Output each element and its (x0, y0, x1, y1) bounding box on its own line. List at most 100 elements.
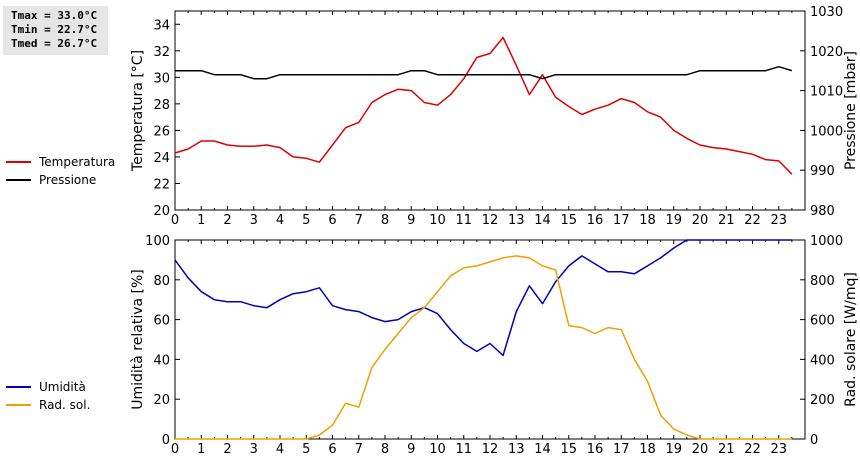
x-tick-label-bottom: 2 (223, 442, 231, 457)
y-left-tick-label-top: 28 (153, 98, 170, 113)
x-tick-label-top: 0 (171, 213, 179, 228)
plot-frame-top (174, 10, 806, 211)
x-tick-label-top: 17 (613, 213, 630, 228)
x-tick-label-top: 8 (381, 213, 389, 228)
x-tick-label-bottom: 5 (302, 442, 310, 457)
x-tick-label-bottom: 21 (718, 442, 735, 457)
x-tick-label-top: 1 (197, 213, 205, 228)
y-right-tick-label-top: 1020 (810, 45, 843, 60)
x-tick-label-bottom: 13 (508, 442, 525, 457)
x-tick-label-bottom: 0 (171, 442, 179, 457)
x-tick-label-top: 23 (770, 213, 787, 228)
x-tick-label-bottom: 16 (587, 442, 604, 457)
plot-frame-bottom (174, 239, 806, 440)
y-right-tick-label-bottom: 800 (810, 274, 835, 289)
x-tick-label-bottom: 11 (455, 442, 472, 457)
y-left-tick-label-bottom: 100 (145, 234, 170, 249)
y-left-tick-label-top: 20 (153, 204, 170, 219)
x-tick-label-bottom: 15 (560, 442, 577, 457)
legend-bottom: Umidità Rad. sol. (6, 378, 90, 414)
legend-swatch-pressione (6, 179, 31, 181)
y-left-tick-label-top: 22 (153, 177, 170, 192)
legend-item-umidita: Umidità (6, 378, 90, 396)
y-right-tick-label-top: 980 (810, 204, 835, 219)
y-right-tick-label-bottom: 400 (810, 353, 835, 368)
x-tick-label-top: 10 (429, 213, 446, 228)
x-tick-label-bottom: 23 (770, 442, 787, 457)
x-tick-label-top: 7 (355, 213, 363, 228)
legend-swatch-rad-sol (6, 404, 31, 406)
x-tick-label-top: 3 (250, 213, 258, 228)
x-tick-label-bottom: 14 (534, 442, 551, 457)
x-tick-label-top: 9 (407, 213, 415, 228)
y-left-tick-label-top: 26 (153, 124, 170, 139)
y-left-tick-label-bottom: 40 (153, 353, 170, 368)
legend-label-rad-sol: Rad. sol. (39, 398, 91, 412)
y-right-tick-label-bottom: 200 (810, 393, 835, 408)
y-left-tick-label-bottom: 60 (153, 314, 170, 329)
y-right-axis-label-top: Pressione [mbar] (843, 51, 859, 170)
y-left-tick-label-bottom: 80 (153, 274, 170, 289)
y-left-tick-label-bottom: 20 (153, 393, 170, 408)
y-left-axis-label-bottom: Umidità relativa [%] (130, 269, 146, 410)
x-tick-label-top: 4 (276, 213, 284, 228)
x-tick-label-top: 15 (560, 213, 577, 228)
tmin-text: Tmin = 22.7°C (11, 23, 98, 36)
x-tick-label-bottom: 4 (276, 442, 284, 457)
x-tick-label-top: 14 (534, 213, 551, 228)
x-tick-label-top: 12 (482, 213, 499, 228)
x-tick-label-bottom: 18 (639, 442, 656, 457)
x-tick-label-top: 16 (587, 213, 604, 228)
x-tick-label-bottom: 19 (665, 442, 682, 457)
legend-item-temperatura: Temperatura (6, 153, 115, 171)
y-right-tick-label-bottom: 600 (810, 314, 835, 329)
x-tick-label-bottom: 10 (429, 442, 446, 457)
legend-label-umidita: Umidità (39, 380, 86, 394)
y-right-tick-label-top: 990 (810, 164, 835, 179)
x-tick-label-top: 18 (639, 213, 656, 228)
x-tick-label-bottom: 12 (482, 442, 499, 457)
x-tick-label-bottom: 1 (197, 442, 205, 457)
y-right-axis-label-bottom: Rad. solare [W/mq] (843, 272, 859, 407)
legend-item-pressione: Pressione (6, 171, 115, 189)
y-left-tick-label-bottom: 0 (162, 433, 170, 448)
x-tick-label-bottom: 3 (250, 442, 258, 457)
legend-swatch-temperatura (6, 161, 31, 163)
series-line-radiation (175, 255, 792, 440)
y-left-tick-label-top: 32 (153, 45, 170, 60)
series-line-humidity (174, 239, 792, 357)
tmed-text: Tmed = 26.7°C (11, 37, 98, 50)
x-tick-label-bottom: 8 (381, 442, 389, 457)
y-right-tick-label-bottom: 1000 (810, 234, 843, 249)
stats-box: Tmax = 33.0°C Tmin = 22.7°C Tmed = 26.7°… (3, 6, 108, 55)
legend-swatch-umidita (6, 386, 31, 388)
x-tick-label-top: 13 (508, 213, 525, 228)
tmax-text: Tmax = 33.0°C (11, 9, 98, 22)
y-right-tick-label-bottom: 0 (810, 433, 818, 448)
x-tick-label-bottom: 20 (692, 442, 709, 457)
legend-label-pressione: Pressione (39, 173, 97, 187)
x-tick-label-top: 21 (718, 213, 735, 228)
x-tick-label-bottom: 17 (613, 442, 630, 457)
x-tick-label-bottom: 9 (407, 442, 415, 457)
legend-label-temperatura: Temperatura (39, 155, 116, 169)
legend-item-rad-sol: Rad. sol. (6, 396, 90, 414)
x-tick-label-top: 22 (744, 213, 761, 228)
x-tick-label-top: 2 (223, 213, 231, 228)
y-right-tick-label-top: 1030 (810, 5, 843, 20)
x-tick-label-top: 11 (455, 213, 472, 228)
y-left-tick-label-top: 30 (153, 71, 170, 86)
y-left-axis-label-top: Temperatura [°C] (130, 50, 146, 172)
series-line-temperature (174, 36, 793, 175)
x-tick-label-bottom: 6 (328, 442, 336, 457)
x-tick-label-bottom: 22 (744, 442, 761, 457)
y-left-tick-label-top: 24 (153, 151, 170, 166)
legend-top: Temperatura Pressione (6, 153, 115, 189)
x-tick-label-bottom: 7 (355, 442, 363, 457)
y-right-tick-label-top: 1000 (810, 124, 843, 139)
x-tick-label-top: 5 (302, 213, 310, 228)
x-tick-label-top: 6 (328, 213, 336, 228)
y-left-tick-label-top: 34 (153, 18, 170, 33)
x-tick-label-top: 19 (665, 213, 682, 228)
